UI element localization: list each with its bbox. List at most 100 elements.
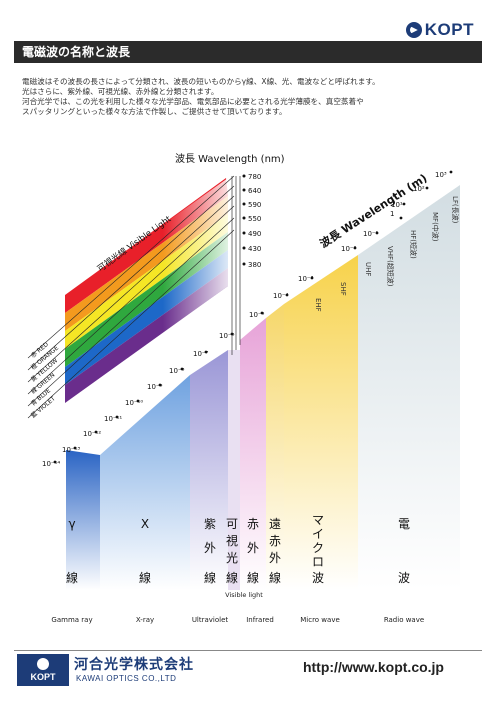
main-tick-label: 10⁻⁸ (169, 367, 185, 375)
main-tick-dot (310, 276, 314, 280)
footer-logo: KOPT (17, 654, 69, 686)
main-tick-label: 10⁻² (341, 245, 357, 253)
subband-shf: SHF (339, 282, 347, 296)
visible-ja: 可 (226, 517, 238, 531)
infrared-en: Infrared (246, 616, 274, 624)
main-tick-label: 10⁻⁶ (219, 332, 235, 340)
xray-ja: X (141, 517, 149, 531)
brand-logo: KOPT (405, 20, 474, 40)
footer-logo-mark-icon (37, 658, 49, 670)
infrared-band (240, 318, 266, 590)
logo-text: KOPT (424, 20, 474, 39)
uv-ja: 外 (204, 541, 216, 555)
main-tick-label: 10³ (435, 171, 447, 179)
visible-band-column (228, 350, 240, 590)
main-tick-dot (136, 399, 140, 403)
website-url[interactable]: http://www.kopt.co.jp (302, 659, 444, 675)
main-tick-label: 10⁻¹² (83, 430, 101, 438)
main-tick-label: 10⁻⁴ (273, 292, 289, 300)
nm-axis-lines (231, 176, 241, 355)
main-tick-label: 10⁻¹⁰ (125, 399, 143, 407)
microwave-ja: ロ (312, 555, 324, 569)
nm-tick-label: 590 (248, 201, 261, 209)
visible-ja: 線 (226, 570, 238, 585)
main-tick-dot (260, 311, 264, 315)
main-tick-dot (53, 460, 57, 464)
far-infrared-band (266, 304, 284, 590)
visible-ja: 光 (226, 551, 238, 565)
nm-tick-dot (242, 231, 246, 235)
intro-line: 電磁波はその波長の長さによって分類され、波長の短いものからγ線、X線、光、電波な… (22, 77, 380, 86)
main-tick-dot (73, 446, 77, 450)
ultraviolet-band (190, 350, 228, 590)
subband-uhf: UHF (364, 262, 372, 276)
main-tick-dot (204, 350, 208, 354)
visible-color-labels: 赤 RED 橙 ORANGE 黄 YELLOW 緑 GREEN 青 BLUE 藍… (29, 341, 60, 420)
microwave-ja: 波 (312, 571, 324, 585)
microwave-ja: マ (312, 513, 324, 527)
gamma-ja: 線 (66, 570, 78, 585)
main-tick-dot (285, 293, 289, 297)
infrared-ja: 外 (247, 541, 259, 555)
main-tick-dot (115, 415, 119, 419)
radio-ja: 電 (398, 517, 410, 531)
xray-en: X-ray (136, 616, 154, 624)
radio-en: Radio wave (384, 616, 424, 624)
nm-tick-dot (242, 246, 246, 250)
xray-band (100, 375, 190, 590)
main-tick-label: 10² (413, 185, 425, 193)
section-header: 電磁波の名称と波長 (14, 41, 482, 63)
main-tick-dot (353, 246, 357, 250)
main-tick-label: 10⁻³ (298, 275, 314, 283)
logo-mark-icon (405, 22, 422, 38)
column-ja-labels: γ 線 X 線 紫 外 線 可 視 光 線 赤 外 線 遠 赤 外 線 マ イ … (66, 513, 410, 585)
microwave-ja: ク (312, 541, 324, 555)
main-tick-dot (402, 202, 406, 206)
uv-ja: 紫 (204, 517, 216, 531)
uv-ja: 線 (204, 570, 216, 585)
gamma-en: Gamma ray (51, 616, 92, 624)
xray-ja: 線 (139, 570, 151, 585)
footer-divider (14, 650, 482, 651)
main-tick-label: 10⁻⁹ (147, 383, 163, 391)
subband-vhf: VHF(超短波) (386, 246, 395, 287)
nm-tick-dot (242, 174, 246, 178)
main-tick-label: 10⁻¹¹ (104, 415, 122, 423)
far-infrared-ja: 外 (269, 551, 281, 565)
main-tick-label: 10⁻⁷ (193, 350, 209, 358)
subband-ehf: EHF (314, 298, 322, 312)
column-en-labels: Gamma ray X-ray Ultraviolet Infrared Mic… (51, 616, 424, 624)
radio-subband-labels: EHF SHF UHF VHF(超短波) HF(短波) MF(中波) LF(長波… (314, 196, 460, 312)
company-name-ja: 河合光学株式会社 (74, 657, 194, 673)
company-name-en: KAWAI OPTICS CO.,LTD (76, 674, 177, 683)
intro-line: スパッタリングといった様々な方法で作製し、ご提供させて頂いております。 (22, 107, 287, 116)
main-tick-dot (425, 186, 429, 190)
main-tick-label: 1 (390, 210, 394, 218)
radio-ja: 波 (398, 571, 410, 585)
visible-guide-lines (27, 175, 235, 419)
main-tick-dot (230, 332, 234, 336)
infrared-ja: 赤 (247, 517, 259, 531)
subband-mf: MF(中波) (431, 212, 440, 242)
nm-tick-dot (242, 262, 246, 266)
nm-tick-label: 430 (248, 245, 261, 253)
nm-tick-label: 780 (248, 173, 261, 181)
radio-band (358, 185, 460, 590)
main-tick-label: 10⁻¹ (363, 230, 379, 238)
nm-tick-label: 490 (248, 230, 261, 238)
main-tick-dot (158, 383, 162, 387)
nm-tick-dot (242, 216, 246, 220)
main-tick-dot (399, 216, 403, 220)
microwave-ja: イ (312, 527, 324, 541)
infrared-ja: 線 (247, 570, 259, 585)
nm-axis-title: 波長 Wavelength (nm) (175, 152, 285, 165)
nm-axis-ticks: 780 640 590 550 490 430 380 (242, 173, 261, 269)
subband-hf: HF(短波) (409, 230, 418, 259)
footer-logo-text: KOPT (30, 672, 56, 682)
subband-lf: LF(長波) (451, 196, 460, 224)
nm-tick-label: 380 (248, 261, 261, 269)
main-tick-dot (94, 430, 98, 434)
visible-ja: 視 (226, 533, 238, 548)
main-tick-label: 10⁻⁵ (249, 311, 265, 319)
